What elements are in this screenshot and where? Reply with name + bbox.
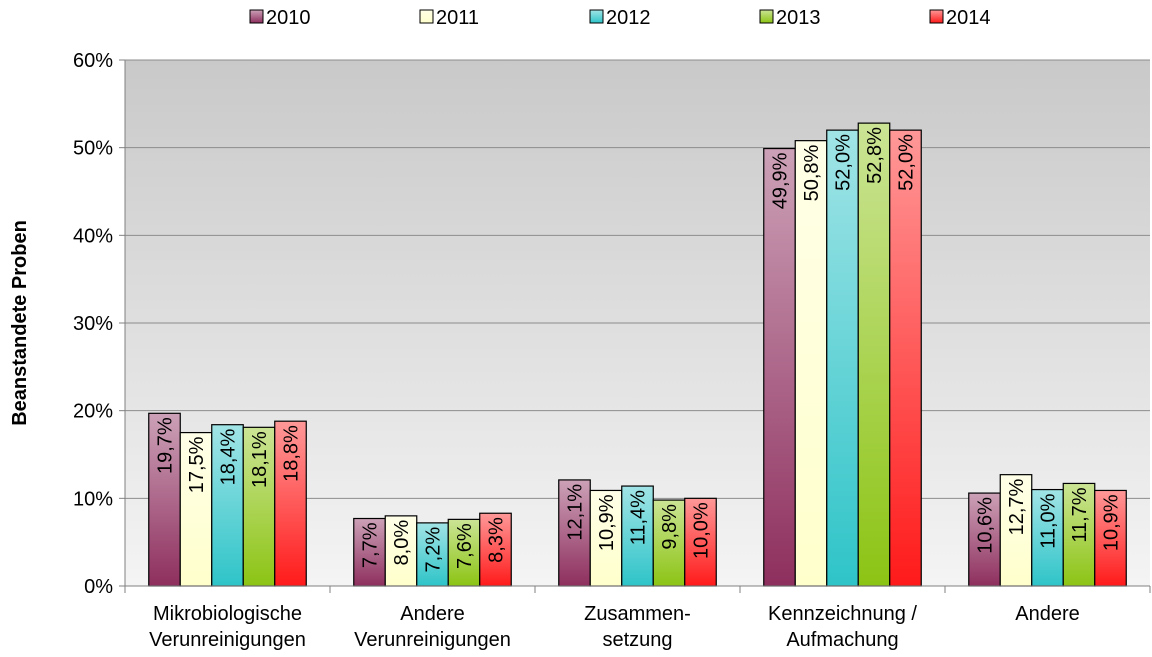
bar: [558, 479, 591, 587]
x-tick-label: Andere: [1015, 603, 1080, 625]
x-tick-label: Kennzeichnung / Aufmachung: [768, 603, 917, 651]
value-label: 7,2%: [423, 527, 445, 573]
value-label: 7,6%: [454, 523, 476, 569]
bar: [999, 474, 1033, 587]
value-label: 9,8%: [659, 504, 681, 550]
y-tick-label: 40%: [73, 225, 113, 247]
legend-swatch: [589, 9, 604, 24]
value-label: 8,3%: [486, 517, 508, 563]
legend-label: 2011: [436, 7, 479, 29]
bar: [589, 489, 623, 587]
value-label: 19,7%: [155, 417, 177, 474]
value-label: 12,1%: [565, 484, 587, 541]
y-tick-label: 30%: [73, 313, 113, 335]
y-axis-label: Beanstandete Proben: [9, 220, 31, 426]
value-label: 11,4%: [628, 490, 650, 545]
value-label: 11,0%: [1038, 493, 1060, 548]
y-tick-label: 50%: [73, 138, 113, 160]
value-label: 10,0%: [691, 502, 713, 559]
bar: [211, 424, 244, 587]
value-label: 52,0%: [833, 134, 855, 191]
bar: [826, 129, 859, 587]
bar: [857, 122, 891, 587]
value-label: 17,5%: [186, 436, 208, 493]
x-tick-label: Mikrobiologische Verunreinigungen: [149, 603, 306, 651]
x-tick-label: Zusammen-setzung: [584, 603, 691, 651]
legend-swatch: [419, 9, 434, 24]
value-label: 10,9%: [1101, 494, 1123, 551]
bar: [242, 426, 276, 587]
legend-label: 2014: [946, 7, 991, 29]
y-tick-label: 20%: [73, 401, 113, 423]
value-label: 18,1%: [249, 431, 271, 488]
bar: [353, 517, 386, 587]
value-label: 11,7%: [1069, 487, 1091, 542]
value-label: 7,7%: [360, 522, 382, 568]
bar: [794, 140, 828, 587]
x-tick-label: Andere Verunreinigungen: [354, 603, 511, 651]
value-label: 18,4%: [218, 428, 240, 485]
y-tick-label: 10%: [73, 488, 113, 510]
legend-label: 2013: [776, 7, 821, 29]
value-label: 12,7%: [1006, 478, 1028, 535]
value-label: 52,8%: [864, 127, 886, 184]
bar: [889, 129, 922, 587]
legend-swatch: [929, 9, 944, 24]
value-label: 18,8%: [281, 425, 303, 482]
y-tick-label: 0%: [84, 576, 113, 598]
bar: [384, 515, 418, 587]
value-label: 52,0%: [896, 134, 918, 191]
bar: [148, 412, 181, 587]
bar: [684, 497, 717, 587]
bar: [479, 512, 512, 587]
legend-label: 2010: [266, 7, 311, 29]
legend-label: 2012: [606, 7, 651, 29]
bar: [763, 147, 796, 587]
value-label: 49,9%: [770, 152, 792, 209]
value-label: 10,9%: [596, 494, 618, 551]
bar: [179, 431, 213, 587]
value-label: 8,0%: [391, 520, 413, 566]
value-label: 10,6%: [975, 497, 997, 554]
y-tick-label: 60%: [73, 50, 113, 72]
legend-swatch: [759, 9, 774, 24]
bar: [1031, 488, 1064, 587]
value-label: 50,8%: [801, 144, 823, 201]
legend-swatch: [249, 9, 264, 24]
